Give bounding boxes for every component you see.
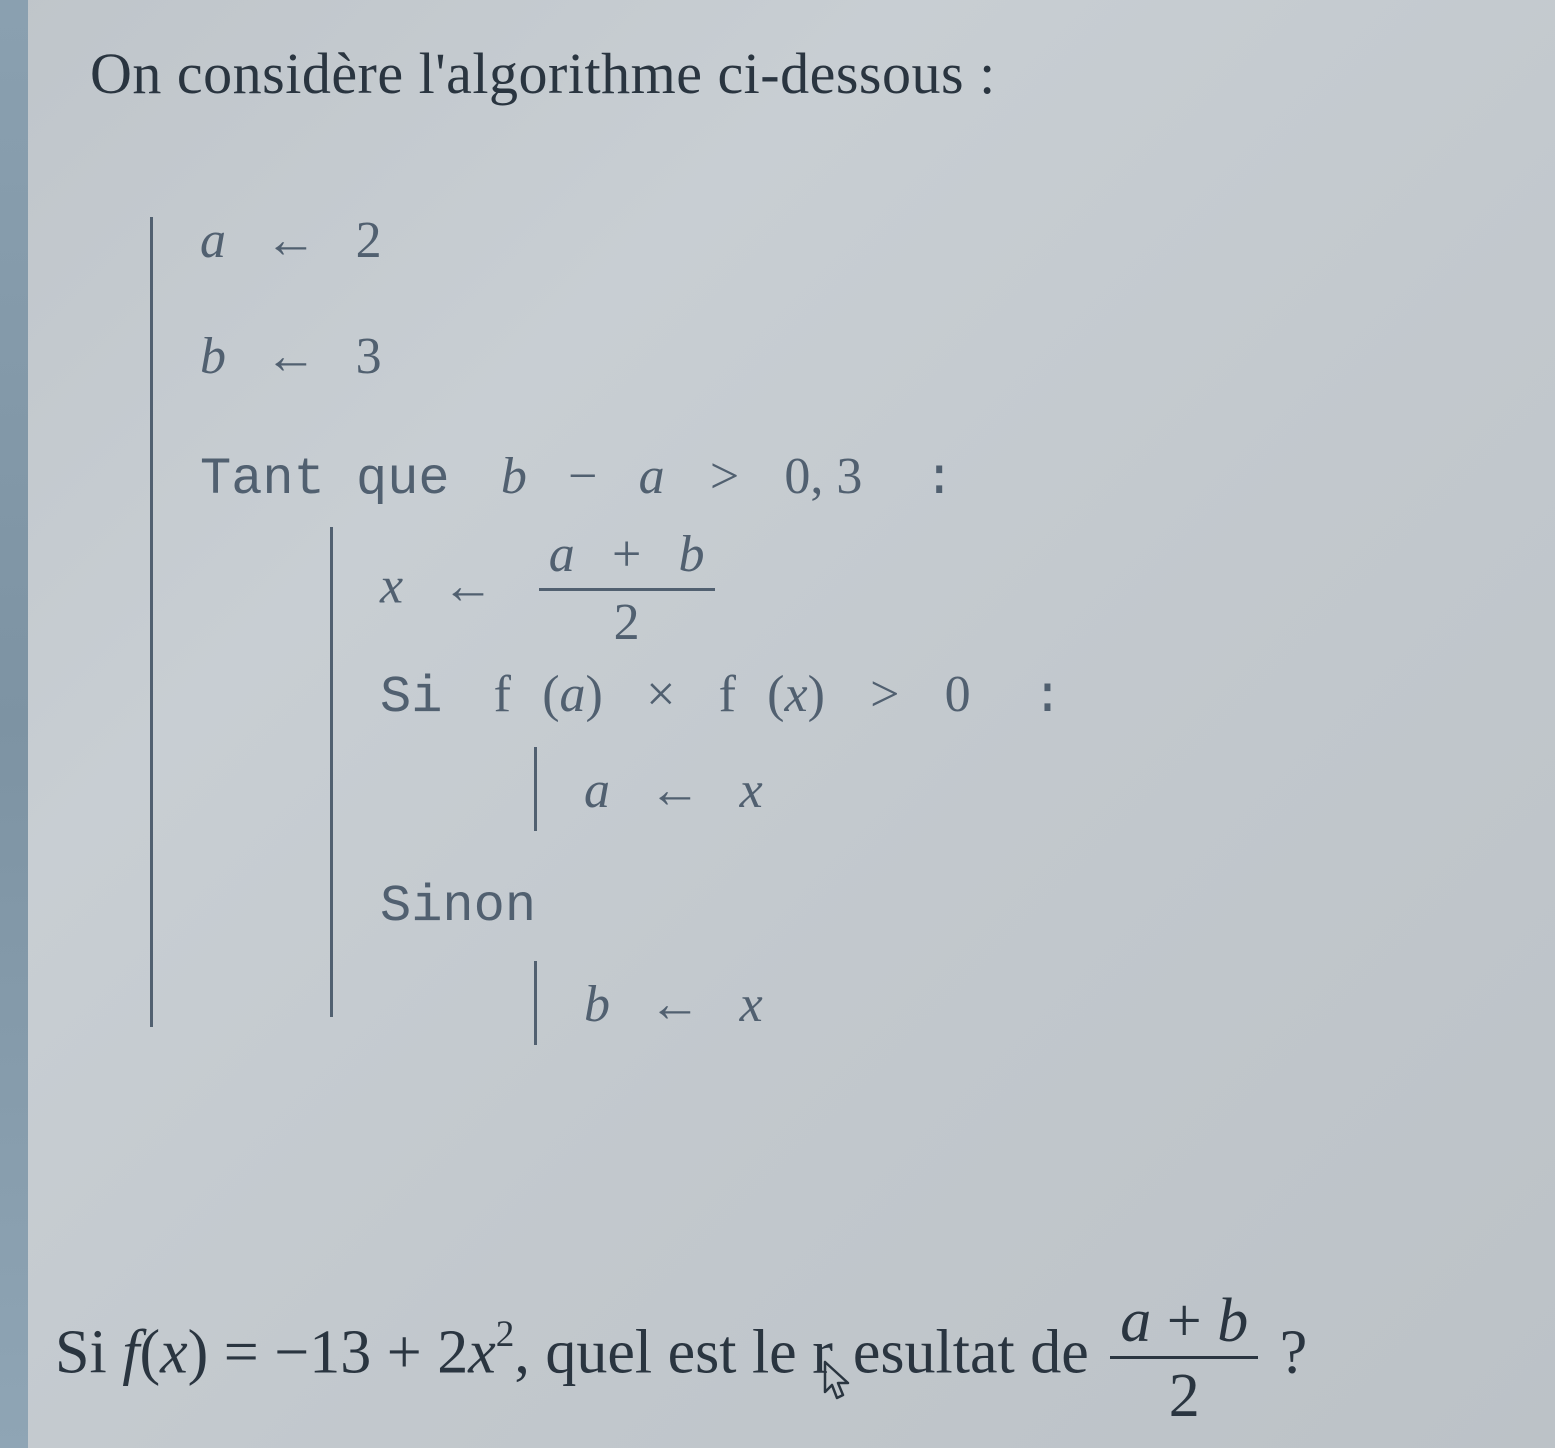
plus-sign: + <box>1151 1287 1217 1355</box>
var-b: b <box>1217 1287 1248 1355</box>
lparen: ( <box>542 666 559 723</box>
literal-2: 2 <box>1110 1359 1258 1427</box>
text-resultat: esultat de <box>853 1319 1104 1387</box>
code-line-while: Tant que b − a > 0, 3 : <box>200 447 955 509</box>
fraction-a-plus-b-over-2: a + b 2 <box>1110 1290 1258 1427</box>
keyword-sinon: Sinon <box>380 877 536 936</box>
minus-sign: − <box>568 448 597 505</box>
times-sign: × <box>646 666 675 723</box>
var-b: b <box>501 448 527 505</box>
plus-sign: + <box>371 1319 437 1387</box>
literal-2: 2 <box>356 212 382 269</box>
var-a: a <box>560 666 586 723</box>
lparen: ( <box>139 1319 160 1387</box>
plus-sign: + <box>612 526 641 583</box>
equals-sign: = <box>208 1319 274 1387</box>
code-line-x-assign: x ← a + b 2 <box>380 529 721 649</box>
var-x: x <box>784 666 807 723</box>
var-a: a <box>584 762 610 819</box>
outer-vertical-bar <box>150 217 153 1027</box>
code-line-if: Si f (a) × f (x) > 0 : <box>380 665 1063 727</box>
keyword-si: Si <box>380 668 442 727</box>
keyword-tant-que: Tant que <box>200 450 450 509</box>
rparen: ) <box>586 666 603 723</box>
var-a: a <box>1120 1287 1151 1355</box>
page-content: On considère l'algorithme ci-dessous : a… <box>90 40 1515 217</box>
text-si: Si <box>55 1319 122 1387</box>
var-x: x <box>740 976 763 1033</box>
gt-sign: > <box>870 666 899 723</box>
left-margin-bar <box>0 0 28 1448</box>
colon: : <box>1032 668 1063 727</box>
fn-f: f <box>719 666 736 723</box>
fraction-a-plus-b-over-2: a + b 2 <box>539 529 715 649</box>
question-mark: ? <box>1264 1319 1307 1387</box>
literal-2: 2 <box>539 591 715 649</box>
var-x: x <box>468 1319 496 1387</box>
arrow-icon: ← <box>275 330 306 389</box>
fn-f: f <box>494 666 511 723</box>
colon: : <box>924 450 955 509</box>
intro-text: On considère l'algorithme ci-dessous : <box>90 40 1515 107</box>
then-vertical-bar <box>534 747 537 831</box>
loop-vertical-bar <box>330 527 333 1017</box>
literal-0-3: 0, 3 <box>784 448 862 505</box>
code-line-b-assign: b ← 3 <box>200 327 382 389</box>
exponent-2: 2 <box>496 1314 515 1355</box>
literal-2: 2 <box>437 1319 468 1387</box>
literal-13: 13 <box>309 1319 371 1387</box>
cursor-icon <box>819 1353 859 1424</box>
arrow-icon: ← <box>452 560 483 619</box>
code-line-a-assign: a ← 2 <box>200 211 382 273</box>
var-a: a <box>639 448 665 505</box>
literal-3: 3 <box>356 328 382 385</box>
var-b: b <box>584 976 610 1033</box>
rparen: ) <box>808 666 825 723</box>
var-x: x <box>160 1319 188 1387</box>
text-mid: , quel est le <box>514 1319 812 1387</box>
var-b: b <box>679 526 705 583</box>
fn-f: f <box>122 1319 139 1387</box>
var-a: a <box>549 526 575 583</box>
var-x: x <box>380 558 403 615</box>
code-line-then-assign: a ← x <box>584 761 763 823</box>
rparen: ) <box>188 1319 209 1387</box>
arrow-icon: ← <box>659 764 690 823</box>
code-line-else-assign: b ← x <box>584 975 763 1037</box>
literal-0: 0 <box>945 666 971 723</box>
gt-sign: > <box>710 448 739 505</box>
minus-sign: − <box>274 1319 309 1387</box>
else-vertical-bar <box>534 961 537 1045</box>
question-line: Si f(x) = −13 + 2x2, quel est le resulta… <box>55 1290 1307 1427</box>
var-x: x <box>740 762 763 819</box>
var-b: b <box>200 328 226 385</box>
arrow-icon: ← <box>275 214 306 273</box>
lparen: ( <box>767 666 784 723</box>
arrow-icon: ← <box>659 978 690 1037</box>
var-a: a <box>200 212 226 269</box>
